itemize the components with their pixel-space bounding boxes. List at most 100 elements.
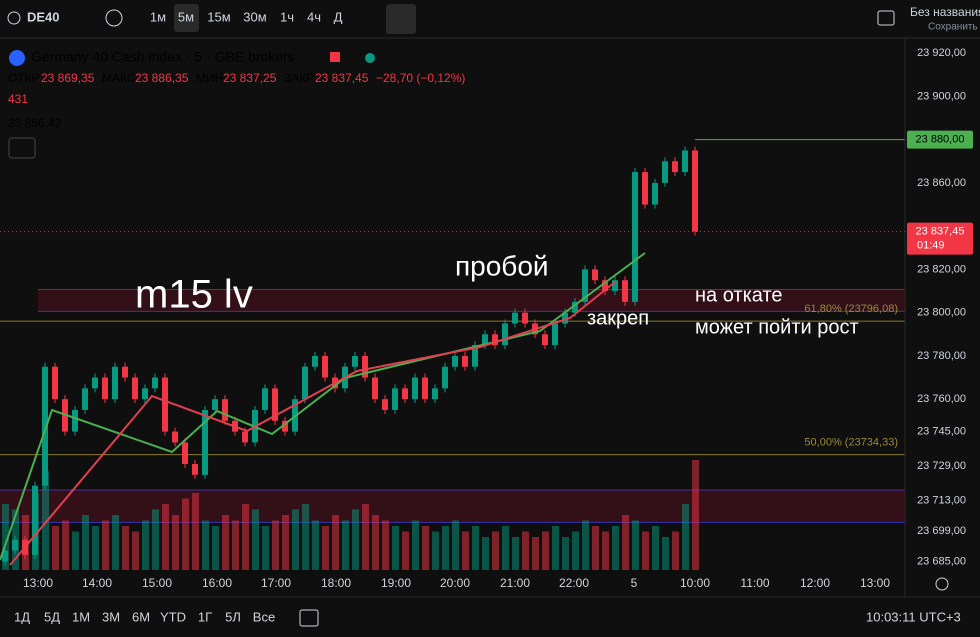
date-range-btn[interactable] bbox=[299, 609, 319, 627]
legend-label: МАКС bbox=[102, 71, 136, 85]
range-btn[interactable]: 1М bbox=[72, 609, 90, 624]
fib-label: 61,80% (23796,08) bbox=[804, 303, 898, 315]
add-symbol[interactable] bbox=[105, 9, 123, 27]
candle bbox=[472, 345, 478, 367]
price-tick: 23 820,00 bbox=[917, 263, 966, 275]
volume-bar bbox=[432, 531, 439, 570]
save[interactable]: Сохранить bbox=[928, 22, 978, 33]
search-icon[interactable] bbox=[7, 11, 21, 25]
volume-bar bbox=[132, 531, 139, 570]
interval[interactable]: 4ч bbox=[307, 9, 321, 24]
interval[interactable]: 5м bbox=[178, 9, 194, 24]
layout-name[interactable]: Без названия bbox=[910, 5, 980, 19]
volume-bar bbox=[662, 537, 669, 570]
candle bbox=[222, 399, 228, 421]
active-interval bbox=[174, 4, 199, 32]
interval[interactable]: 15м bbox=[207, 9, 230, 24]
range-btn[interactable]: 3М bbox=[102, 609, 120, 624]
range-btn[interactable]: YTD bbox=[160, 609, 186, 624]
candle bbox=[552, 323, 558, 346]
candle bbox=[492, 334, 498, 346]
legend-label: МИН bbox=[196, 71, 223, 85]
volume-bar bbox=[302, 504, 309, 570]
candle bbox=[442, 366, 448, 389]
candle bbox=[282, 420, 288, 432]
last-badge bbox=[907, 222, 973, 255]
price-tick: 23 780,00 bbox=[917, 350, 966, 362]
volume-bar bbox=[502, 526, 509, 570]
legend-title: Germany 40 Cash index · 5 · GBE brokers bbox=[31, 49, 295, 65]
candle bbox=[262, 388, 268, 410]
target-badge bbox=[907, 130, 973, 149]
volume-bar bbox=[542, 531, 549, 570]
interval[interactable]: 1ч bbox=[280, 9, 294, 24]
annotations: m15 lv пробой закреп на откате может пой… bbox=[135, 250, 859, 338]
volume-bar bbox=[202, 520, 209, 570]
candle bbox=[82, 388, 88, 410]
range-btn[interactable]: 1Г bbox=[198, 609, 212, 624]
candle bbox=[652, 182, 658, 205]
candle bbox=[52, 366, 58, 400]
legend-label: ОТКР bbox=[8, 71, 40, 85]
indicator: 23 856,42 bbox=[8, 116, 62, 130]
interval[interactable]: 1м bbox=[150, 9, 166, 24]
candle bbox=[642, 172, 648, 205]
legend-value: 23 837,25 bbox=[223, 71, 277, 85]
volume-bar bbox=[532, 537, 539, 570]
volume-bar bbox=[572, 531, 579, 570]
layout-icon[interactable] bbox=[877, 10, 895, 26]
volume-bar bbox=[142, 520, 149, 570]
volume-bar bbox=[472, 526, 479, 570]
volume-bar bbox=[452, 520, 459, 570]
interval[interactable]: Д bbox=[334, 9, 343, 24]
volume-bar bbox=[672, 531, 679, 570]
volume-bar bbox=[332, 515, 339, 570]
collapse-btn[interactable] bbox=[8, 137, 36, 159]
volume-bar bbox=[2, 504, 9, 570]
time-tick: 13:00 bbox=[23, 576, 53, 590]
volume-bar bbox=[152, 509, 159, 570]
range-btn[interactable]: 5Л bbox=[225, 609, 241, 624]
volume-bar bbox=[642, 531, 649, 570]
volume-bar bbox=[122, 526, 129, 570]
interval[interactable]: 30м bbox=[243, 9, 266, 24]
settings[interactable] bbox=[935, 577, 949, 591]
zone bbox=[38, 289, 905, 312]
plot-area: 61,80% (23796,08) 50,00% (23734,33) bbox=[0, 139, 905, 570]
time-tick: 5 bbox=[631, 576, 638, 590]
range-btn[interactable]: Все bbox=[253, 609, 275, 624]
volume-bar bbox=[482, 537, 489, 570]
candle bbox=[572, 301, 578, 313]
range-btn[interactable]: 6М bbox=[132, 609, 150, 624]
candle bbox=[72, 409, 78, 432]
volume-bar bbox=[282, 515, 289, 570]
volume-bar bbox=[612, 526, 619, 570]
volume-bar bbox=[182, 498, 189, 570]
candle bbox=[172, 431, 178, 443]
candle bbox=[432, 388, 438, 400]
chart-type-btn[interactable] bbox=[386, 4, 416, 34]
annotation: может пойти рост bbox=[695, 316, 859, 338]
time-tick: 22:00 bbox=[559, 576, 589, 590]
time-tick: 21:00 bbox=[500, 576, 530, 590]
legend-label: ЗАКР bbox=[284, 71, 314, 85]
candle bbox=[662, 161, 668, 183]
candle bbox=[502, 323, 508, 346]
candle bbox=[112, 366, 118, 400]
volume-bar bbox=[112, 515, 119, 570]
legend: Germany 40 Cash index · 5 · GBE brokers … bbox=[8, 49, 465, 159]
legend-change: −28,70 (−0,12%) bbox=[376, 71, 465, 85]
range-btn[interactable]: 1Д bbox=[14, 609, 30, 624]
range-btn[interactable]: 5Д bbox=[44, 609, 60, 624]
legend-value: 23 837,45 bbox=[315, 71, 369, 85]
candle bbox=[672, 161, 678, 173]
symbol[interactable]: DE40 bbox=[27, 9, 60, 24]
volume: 431 bbox=[8, 92, 28, 106]
price-tick: 23 920,00 bbox=[917, 47, 966, 59]
volume-bar bbox=[222, 515, 229, 570]
candle bbox=[452, 355, 458, 367]
candle bbox=[562, 312, 568, 324]
candle bbox=[462, 355, 468, 367]
candle bbox=[622, 280, 628, 302]
